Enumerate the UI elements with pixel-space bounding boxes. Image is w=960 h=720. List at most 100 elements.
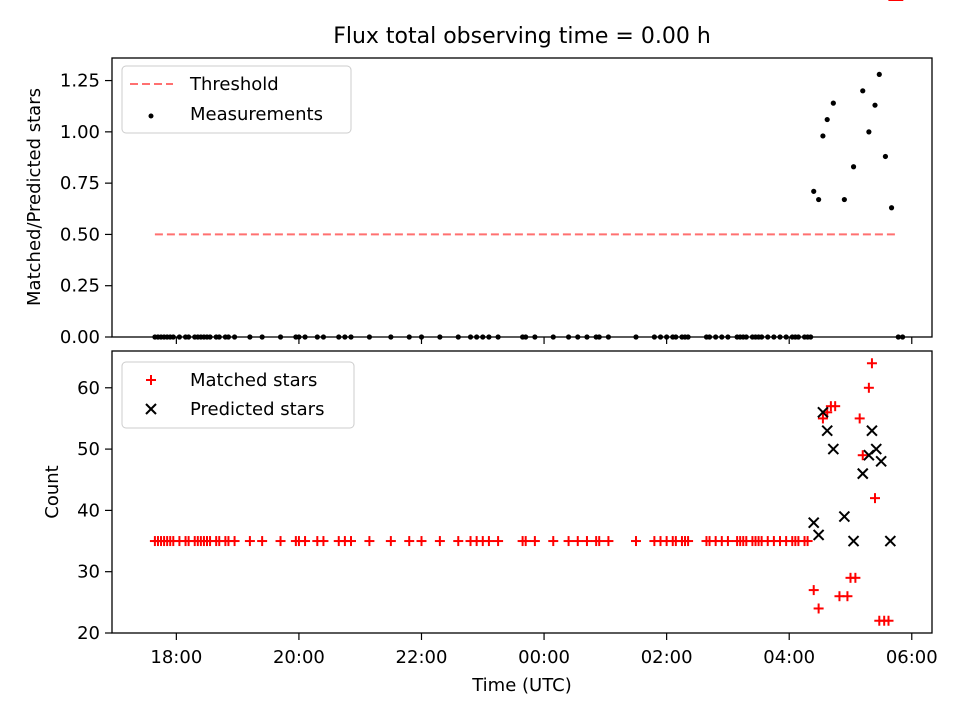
measurement-point (882, 153, 889, 160)
top-panel: 0.00 0.25 0.50 0.75 1.00 1.25 Matched/Predict… (24, 57, 933, 348)
matched-star-point (483, 536, 494, 547)
top-x-axis (175, 337, 913, 344)
legend-predicted-label: Predicted stars (190, 399, 324, 420)
matched-star-point (863, 382, 874, 393)
matched-star-point (563, 536, 574, 547)
top-y-tick-label: 1.00 (60, 122, 100, 143)
matched-star-point (802, 536, 813, 547)
predicted-star-point (870, 443, 882, 455)
legend-predicted-swatch (145, 403, 157, 415)
measurement-point (888, 205, 895, 211)
matched-star-point (813, 603, 824, 614)
measurement-point (872, 102, 878, 108)
predicted-star-point (812, 529, 825, 541)
bottom-axes-frame (111, 350, 933, 634)
x-tick-label: 22:00 (396, 647, 448, 668)
predicted-star-point (857, 467, 869, 480)
bottom-legend: Matched stars Predicted stars (121, 361, 355, 429)
bottom-y-tick-label: 20 (77, 623, 100, 644)
matched-star-point (683, 536, 694, 547)
matched-star-point (275, 536, 286, 547)
bottom-x-axis: 18:00 20:00 22:00 00:00 02:00 04:00 06:00 (150, 633, 938, 668)
bottom-y-tick-label: 60 (77, 378, 100, 399)
matched-star-point (842, 591, 853, 602)
top-y-tick-label: 0.50 (60, 224, 100, 245)
matched-star-point (857, 450, 868, 461)
measurement-point (850, 164, 857, 170)
bottom-panel: 20 30 40 50 60 18:00 20:00 22:00 00:00 02:00 04:0… (42, 0, 938, 668)
measurement-point (811, 188, 817, 194)
top-axes-frame (111, 57, 933, 338)
bottom-y-tick-label: 50 (77, 439, 100, 460)
predicted-star-point (875, 455, 887, 468)
matched-star-point (722, 536, 733, 547)
matched-star-point (300, 536, 311, 547)
matched-star-point (385, 536, 396, 547)
matched-star-point (594, 536, 605, 547)
bottom-plot-area (149, 0, 904, 626)
matched-star-point (866, 358, 877, 369)
legend-measurements-label: Measurements (190, 104, 323, 125)
matched-star-point (493, 536, 504, 547)
x-tick-label: 00:00 (518, 647, 570, 668)
top-legend-box (121, 65, 352, 134)
bottom-y-axis-label: Count (42, 465, 63, 518)
legend-measurements-swatch (148, 113, 154, 119)
matched-star-point (850, 572, 861, 583)
matched-star-point (434, 536, 445, 547)
measurement-point (866, 129, 872, 135)
predicted-star-point (827, 443, 840, 455)
top-y-axis: 0.00 0.25 0.50 0.75 1.00 1.25 (60, 71, 112, 348)
top-y-tick-label: 0.25 (60, 276, 100, 297)
legend-threshold-label: Threshold (189, 74, 279, 95)
bottom-legend-box (121, 361, 355, 429)
predicted-star-point (808, 516, 820, 529)
matched-star-point (318, 536, 329, 547)
x-tick-label: 20:00 (273, 647, 325, 668)
top-y-tick-label: 1.25 (60, 71, 100, 92)
predicted-star-point (847, 535, 860, 547)
predicted-star-point (866, 424, 878, 437)
matched-star-point (364, 536, 375, 547)
matched-star-point (257, 536, 268, 547)
x-tick-label: 06:00 (886, 647, 938, 668)
measurement-point (876, 71, 882, 78)
top-y-tick-label: 0.00 (60, 327, 100, 348)
matched-star-point (817, 413, 828, 424)
bottom-y-axis: 20 30 40 50 60 (77, 378, 112, 644)
measurement-point (860, 88, 866, 94)
matched-star-point (416, 536, 427, 547)
matched-star-point (883, 615, 894, 626)
matched-star-point (453, 536, 464, 547)
matched-star-point (229, 536, 240, 547)
predicted-star-point (821, 424, 833, 437)
bottom-y-tick-label: 30 (77, 562, 100, 583)
matched-star-point (346, 536, 357, 547)
predicted-star-point (884, 535, 897, 547)
matched-star-point (581, 536, 592, 547)
matched-star-point (529, 536, 540, 547)
bottom-y-tick-label: 40 (77, 500, 100, 521)
x-tick-label: 02:00 (641, 647, 693, 668)
matched-star-point (603, 536, 614, 547)
legend-matched-label: Matched stars (190, 370, 317, 391)
matched-star-point (630, 536, 641, 547)
matched-star-point (520, 536, 531, 547)
predicted-star-point (817, 406, 829, 419)
chart-title: Flux total observing time = 0.00 h (333, 24, 711, 49)
matched-star-point (572, 536, 583, 547)
x-tick-label: 04:00 (763, 647, 815, 668)
matched-star-point (404, 536, 415, 547)
legend-matched-swatch (146, 375, 156, 385)
top-y-tick-label: 0.75 (60, 173, 100, 194)
measurement-point (841, 196, 847, 203)
matched-star-point (808, 585, 819, 596)
measurement-point (816, 196, 822, 203)
x-tick-label: 18:00 (150, 647, 202, 668)
measurement-point (830, 100, 836, 106)
matched-star-point (830, 401, 841, 412)
predicted-star-point (838, 510, 851, 523)
matched-star-point (244, 536, 255, 547)
matched-star-point (854, 413, 865, 424)
